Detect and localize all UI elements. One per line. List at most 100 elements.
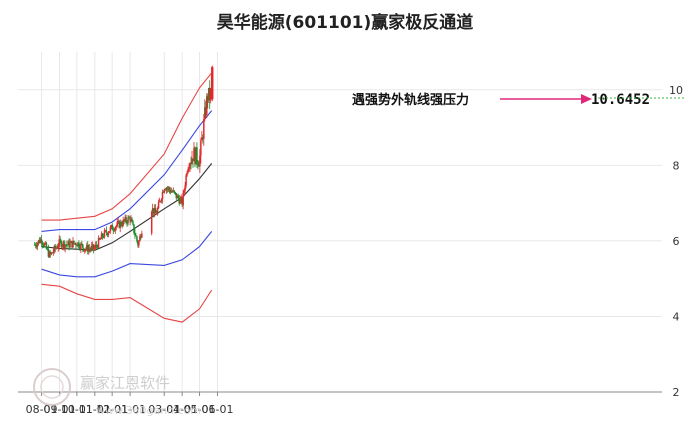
- candle-body: [156, 208, 159, 215]
- candle-body: [87, 245, 89, 252]
- candle-body: [40, 239, 43, 243]
- candle-body: [68, 241, 70, 248]
- candle-body: [56, 247, 59, 249]
- candle-body: [193, 147, 195, 162]
- candle-body: [188, 167, 190, 170]
- candle-body: [66, 244, 68, 246]
- candle-body: [88, 248, 91, 250]
- chart-title: 昊华能源(601101)赢家极反通道: [217, 12, 474, 33]
- x-tick-label: 01-01: [114, 403, 146, 416]
- candle-body: [94, 245, 97, 248]
- candle-body: [207, 87, 210, 101]
- candle-body: [133, 224, 135, 234]
- candle-body: [67, 241, 69, 245]
- candle-body: [126, 221, 128, 224]
- candle-body: [169, 190, 172, 193]
- candle-body: [98, 238, 101, 240]
- candle-body: [52, 251, 55, 253]
- candle-body: [49, 252, 52, 255]
- candle-body: [74, 243, 76, 245]
- x-tick-label: 10-01: [61, 403, 93, 416]
- y-tick-label: 4: [673, 310, 680, 323]
- candle-body: [141, 233, 143, 238]
- series-line-center: [41, 163, 213, 251]
- candle-body: [96, 245, 99, 248]
- candle-body: [207, 96, 209, 101]
- candle-body: [79, 247, 81, 249]
- candle-body: [164, 189, 167, 191]
- candle-body: [127, 217, 129, 224]
- candle-body: [183, 190, 185, 193]
- x-tick-label: 06-01: [201, 403, 233, 416]
- candle-body: [105, 230, 108, 234]
- candle-body: [179, 199, 181, 204]
- candle-body: [123, 219, 125, 221]
- annotation-arrowhead: [581, 94, 592, 104]
- candle-body: [198, 165, 200, 167]
- candle-body: [201, 137, 203, 141]
- candle-body: [166, 188, 169, 190]
- candle-body: [62, 241, 64, 246]
- candle-body: [138, 241, 140, 246]
- annotation-text: 遇强势外轨线强压力: [352, 92, 469, 108]
- candle-body: [184, 185, 186, 191]
- candle-body: [162, 191, 165, 193]
- candle-body: [157, 202, 160, 209]
- candle-body: [90, 246, 93, 250]
- candle-body: [57, 246, 59, 248]
- candle-body: [185, 175, 187, 186]
- candle-body: [46, 248, 49, 250]
- candle-body: [137, 240, 139, 246]
- candle-body: [75, 243, 77, 246]
- candle-body: [89, 248, 92, 250]
- x-tick-label: 05-01: [184, 403, 216, 416]
- series-line-mid-lower: [41, 231, 213, 278]
- candle-body: [152, 208, 155, 214]
- candle-body: [192, 158, 194, 162]
- annotation: 遇强势外轨线强压力 10.6452: [352, 92, 686, 108]
- candle-body: [51, 252, 54, 254]
- candle-body: [35, 245, 38, 247]
- y-tick-label: 8: [673, 159, 680, 172]
- candle-body: [131, 219, 133, 222]
- candle-body: [95, 245, 98, 247]
- candle-body: [174, 192, 177, 194]
- candle-body: [43, 243, 46, 246]
- candle-body: [107, 232, 110, 235]
- x-tick-label: 09-01: [44, 403, 76, 416]
- candle-body: [70, 241, 72, 243]
- candle-body: [63, 241, 65, 248]
- candle-body: [81, 243, 83, 245]
- candle-body: [55, 247, 58, 249]
- x-tick-label: 11-01: [79, 403, 111, 416]
- candle-body: [65, 244, 67, 246]
- candle-body: [50, 252, 53, 255]
- series: [41, 72, 213, 323]
- candle-body: [87, 248, 90, 252]
- candle-body: [195, 147, 197, 165]
- candle-body: [158, 200, 161, 203]
- candle-body: [128, 217, 130, 219]
- candle-body: [173, 190, 176, 193]
- candle-body: [197, 162, 199, 166]
- candle-body: [122, 219, 124, 226]
- candle-body: [211, 67, 214, 100]
- candle-body: [42, 244, 45, 246]
- candle-body: [78, 242, 80, 248]
- candle-body: [160, 199, 163, 202]
- candle-body: [106, 233, 109, 235]
- candle-body: [170, 191, 173, 193]
- candle-body: [154, 208, 157, 214]
- x-tick-label: 08-01: [26, 403, 58, 416]
- candle-body: [134, 233, 136, 236]
- candle-body: [71, 241, 73, 248]
- candle-body: [37, 240, 40, 243]
- candle-body: [33, 244, 36, 246]
- series-line-mid-upper: [41, 110, 213, 232]
- candle-body: [99, 238, 102, 240]
- candle-body: [103, 230, 106, 237]
- watermark: 赢家江恩软件 www.360gann.com: [33, 368, 201, 417]
- candle-body: [178, 198, 180, 204]
- candle-body: [163, 189, 166, 193]
